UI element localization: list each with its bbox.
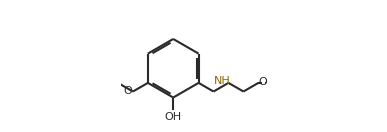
Text: NH: NH xyxy=(213,76,230,86)
Text: O: O xyxy=(259,77,267,87)
Text: O: O xyxy=(123,86,132,96)
Text: OH: OH xyxy=(165,112,182,122)
